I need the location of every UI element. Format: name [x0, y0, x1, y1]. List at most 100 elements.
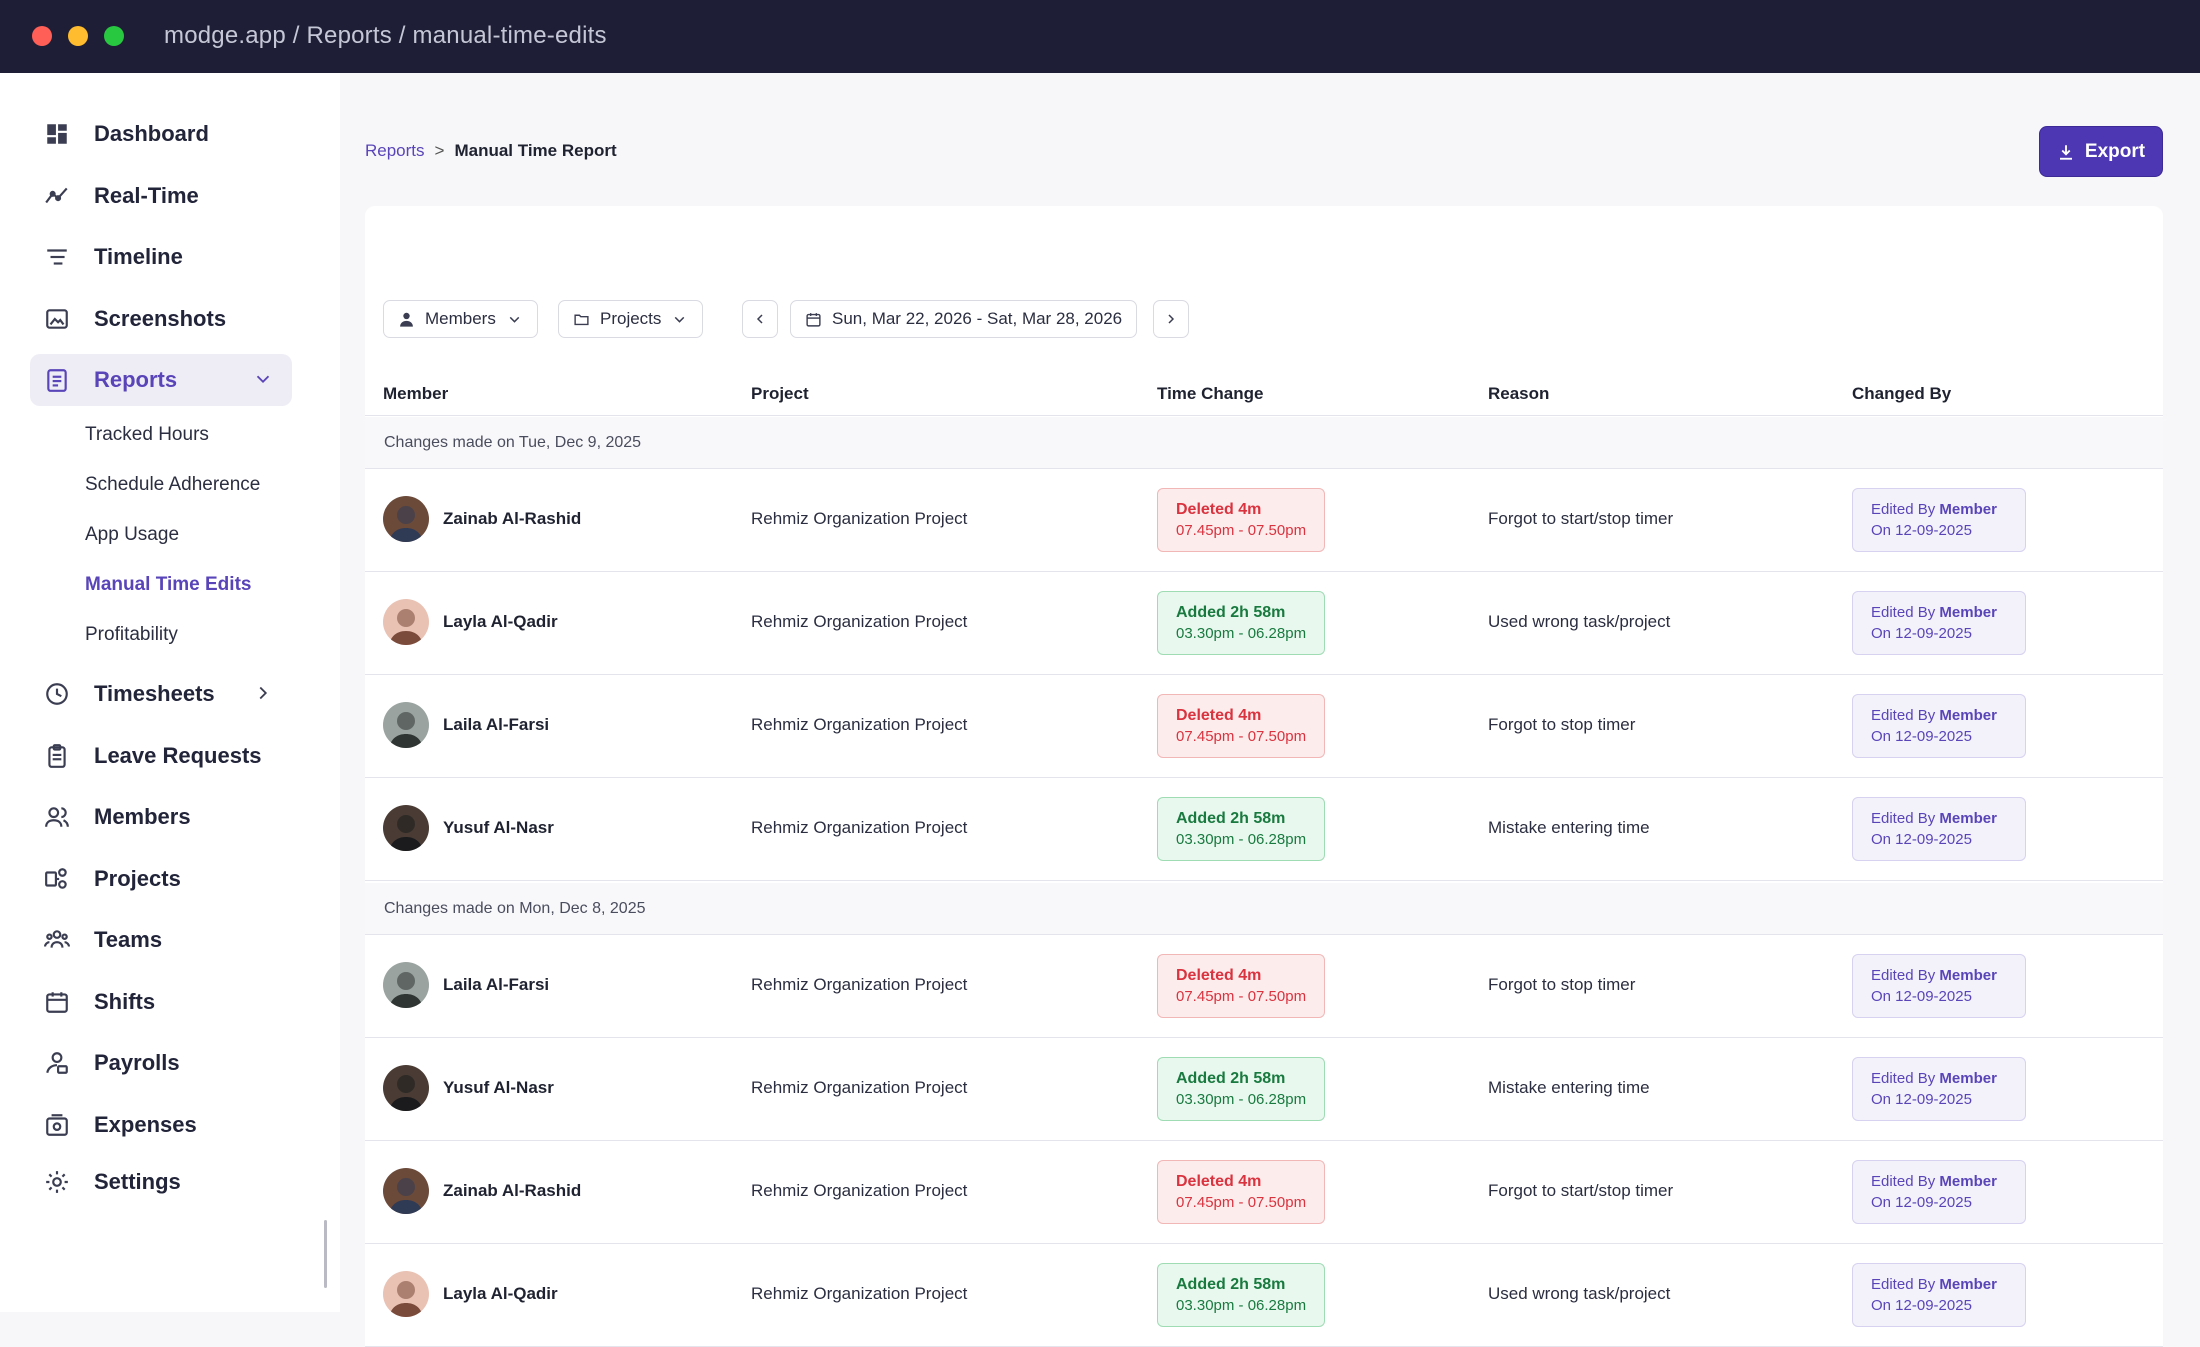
table-row[interactable]: Zainab Al-Rashid Rehmiz Organization Proj…	[365, 469, 2163, 572]
edited-by-prefix: Edited By	[1871, 1276, 1936, 1293]
sidebar-item-shifts[interactable]: Shifts	[30, 976, 292, 1028]
member-name[interactable]: Yusuf Al-Nasr	[443, 1078, 554, 1097]
maximize-window-button[interactable]	[104, 26, 124, 46]
reason-text: Used wrong task/project	[1488, 1284, 1671, 1303]
reason-text: Forgot to start/stop timer	[1488, 509, 1674, 528]
sidebar-subitem-manual-time-edits[interactable]: Manual Time Edits	[85, 574, 252, 595]
edited-on-date: On 12-09-2025	[1871, 1194, 1972, 1211]
project-name: Rehmiz Organization Project	[751, 818, 968, 837]
sidebar-scrollbar[interactable]	[324, 1220, 327, 1288]
sidebar-subitem-schedule-adherence[interactable]: Schedule Adherence	[85, 474, 261, 495]
sidebar-item-settings[interactable]: Settings	[30, 1156, 292, 1208]
reason-text: Mistake entering time	[1488, 818, 1650, 837]
chevron-left-icon	[756, 314, 763, 324]
date-range-picker[interactable]: Sun, Mar 22, 2026 - Sat, Mar 28, 2026	[790, 300, 1138, 338]
time-change-title: Deleted 4m	[1176, 967, 1262, 984]
projects-icon	[44, 866, 70, 892]
project-name: Rehmiz Organization Project	[751, 1284, 968, 1303]
export-button[interactable]: Export	[2039, 126, 2163, 177]
table-row[interactable]: Zainab Al-Rashid Rehmiz Organization Proj…	[365, 1141, 2163, 1244]
sidebar-item-dashboard[interactable]: Dashboard	[30, 108, 292, 160]
sidebar-subitem-app-usage[interactable]: App Usage	[85, 524, 180, 545]
sidebar-item-real-time[interactable]: Real-Time	[30, 170, 292, 222]
clipboard-icon	[44, 743, 70, 769]
member-name[interactable]: Zainab Al-Rashid	[443, 1181, 582, 1200]
member-name[interactable]: Laila Al-Farsi	[443, 715, 550, 734]
project-name: Rehmiz Organization Project	[751, 975, 968, 994]
sidebar-item-label: Timesheets	[94, 681, 215, 706]
time-change-badge: Added 2h 58m 03.30pm - 06.28pm	[1157, 797, 1326, 861]
edited-by-name: Member	[1939, 707, 1997, 724]
clock-icon	[44, 681, 70, 707]
column-header-member[interactable]: Member	[383, 384, 449, 403]
table-row[interactable]: Laila Al-Farsi Rehmiz Organization Projec…	[365, 935, 2163, 1038]
time-change-range: 03.30pm - 06.28pm	[1176, 625, 1307, 642]
column-header-changed-by[interactable]: Changed By	[1852, 384, 1952, 403]
changed-by-badge: Edited By Member On 12-09-2025	[1852, 1263, 2026, 1327]
time-change-range: 07.45pm - 07.50pm	[1176, 988, 1307, 1005]
column-header-project[interactable]: Project	[751, 384, 809, 403]
group-header: Changes made on Tue, Dec 9, 2025	[365, 417, 2163, 469]
member-name[interactable]: Laila Al-Farsi	[443, 975, 550, 994]
time-change-range: 03.30pm - 06.28pm	[1176, 1091, 1307, 1108]
sidebar-item-label: Shifts	[94, 989, 156, 1014]
projects-filter[interactable]: Projects	[558, 300, 704, 338]
next-week-button[interactable]	[1153, 300, 1189, 338]
changed-by-badge: Edited By Member On 12-09-2025	[1852, 1057, 2026, 1121]
sidebar-item-leave-requests[interactable]: Leave Requests	[30, 730, 292, 782]
sidebar-item-members[interactable]: Members	[30, 791, 292, 843]
project-name: Rehmiz Organization Project	[751, 509, 968, 528]
avatar	[383, 962, 429, 1008]
edited-by-name: Member	[1939, 967, 1997, 984]
sidebar-subitem-profitability[interactable]: Profitability	[85, 624, 178, 645]
table-row[interactable]: Layla Al-Qadir Rehmiz Organization Projec…	[365, 1244, 2163, 1347]
sidebar-item-expenses[interactable]: Expenses	[30, 1099, 292, 1151]
report-icon	[44, 367, 70, 393]
member-name[interactable]: Layla Al-Qadir	[443, 612, 558, 631]
reason-text: Forgot to stop timer	[1488, 975, 1636, 994]
project-name: Rehmiz Organization Project	[751, 1181, 968, 1200]
table-row[interactable]: Yusuf Al-Nasr Rehmiz Organization Project…	[365, 778, 2163, 881]
user-icon	[400, 312, 413, 327]
column-header-time-change[interactable]: Time Change	[1157, 384, 1264, 403]
sidebar-item-label: Members	[94, 804, 191, 829]
edited-on-date: On 12-09-2025	[1871, 831, 1972, 848]
reason-text: Mistake entering time	[1488, 1078, 1650, 1097]
sidebar-item-reports[interactable]: Reports	[30, 354, 292, 406]
changed-by-badge: Edited By Member On 12-09-2025	[1852, 591, 2026, 655]
member-name[interactable]: Zainab Al-Rashid	[443, 509, 582, 528]
sidebar-item-timeline[interactable]: Timeline	[30, 231, 292, 283]
sidebar-item-payrolls[interactable]: Payrolls	[30, 1037, 292, 1089]
member-name[interactable]: Yusuf Al-Nasr	[443, 818, 554, 837]
members-filter-label: Members	[425, 309, 496, 328]
export-button-label: Export	[2084, 140, 2146, 162]
previous-week-button[interactable]	[742, 300, 778, 338]
sidebar-item-timesheets[interactable]: Timesheets	[30, 668, 292, 720]
sidebar-subitem-tracked-hours[interactable]: Tracked Hours	[85, 424, 209, 445]
avatar	[383, 1168, 429, 1214]
window-url: modge.app / Reports / manual-time-edits	[164, 22, 607, 49]
breadcrumb-reports-link[interactable]: Reports	[365, 141, 425, 160]
table-row[interactable]: Laila Al-Farsi Rehmiz Organization Projec…	[365, 675, 2163, 778]
image-icon	[44, 306, 70, 332]
close-window-button[interactable]	[32, 26, 52, 46]
column-header-reason[interactable]: Reason	[1488, 384, 1550, 403]
time-change-title: Added 2h 58m	[1176, 1276, 1286, 1293]
teams-icon	[44, 927, 70, 953]
table-row[interactable]: Yusuf Al-Nasr Rehmiz Organization Project…	[365, 1038, 2163, 1141]
member-name[interactable]: Layla Al-Qadir	[443, 1284, 558, 1303]
gear-icon	[44, 1169, 70, 1195]
edited-by-prefix: Edited By	[1871, 967, 1936, 984]
chevron-right-icon	[259, 686, 268, 700]
sidebar-item-projects[interactable]: Projects	[30, 853, 292, 905]
time-change-range: 07.45pm - 07.50pm	[1176, 522, 1307, 539]
time-change-badge: Deleted 4m 07.45pm - 07.50pm	[1157, 694, 1326, 758]
members-filter[interactable]: Members	[383, 300, 538, 338]
minimize-window-button[interactable]	[68, 26, 88, 46]
realtime-icon	[44, 183, 70, 209]
table-row[interactable]: Layla Al-Qadir Rehmiz Organization Projec…	[365, 572, 2163, 675]
group-header-label: Changes made on Mon, Dec 8, 2025	[384, 900, 646, 917]
sidebar-item-screenshots[interactable]: Screenshots	[30, 293, 292, 345]
sidebar-item-teams[interactable]: Teams	[30, 914, 292, 966]
sidebar-item-label: Screenshots	[94, 306, 227, 331]
